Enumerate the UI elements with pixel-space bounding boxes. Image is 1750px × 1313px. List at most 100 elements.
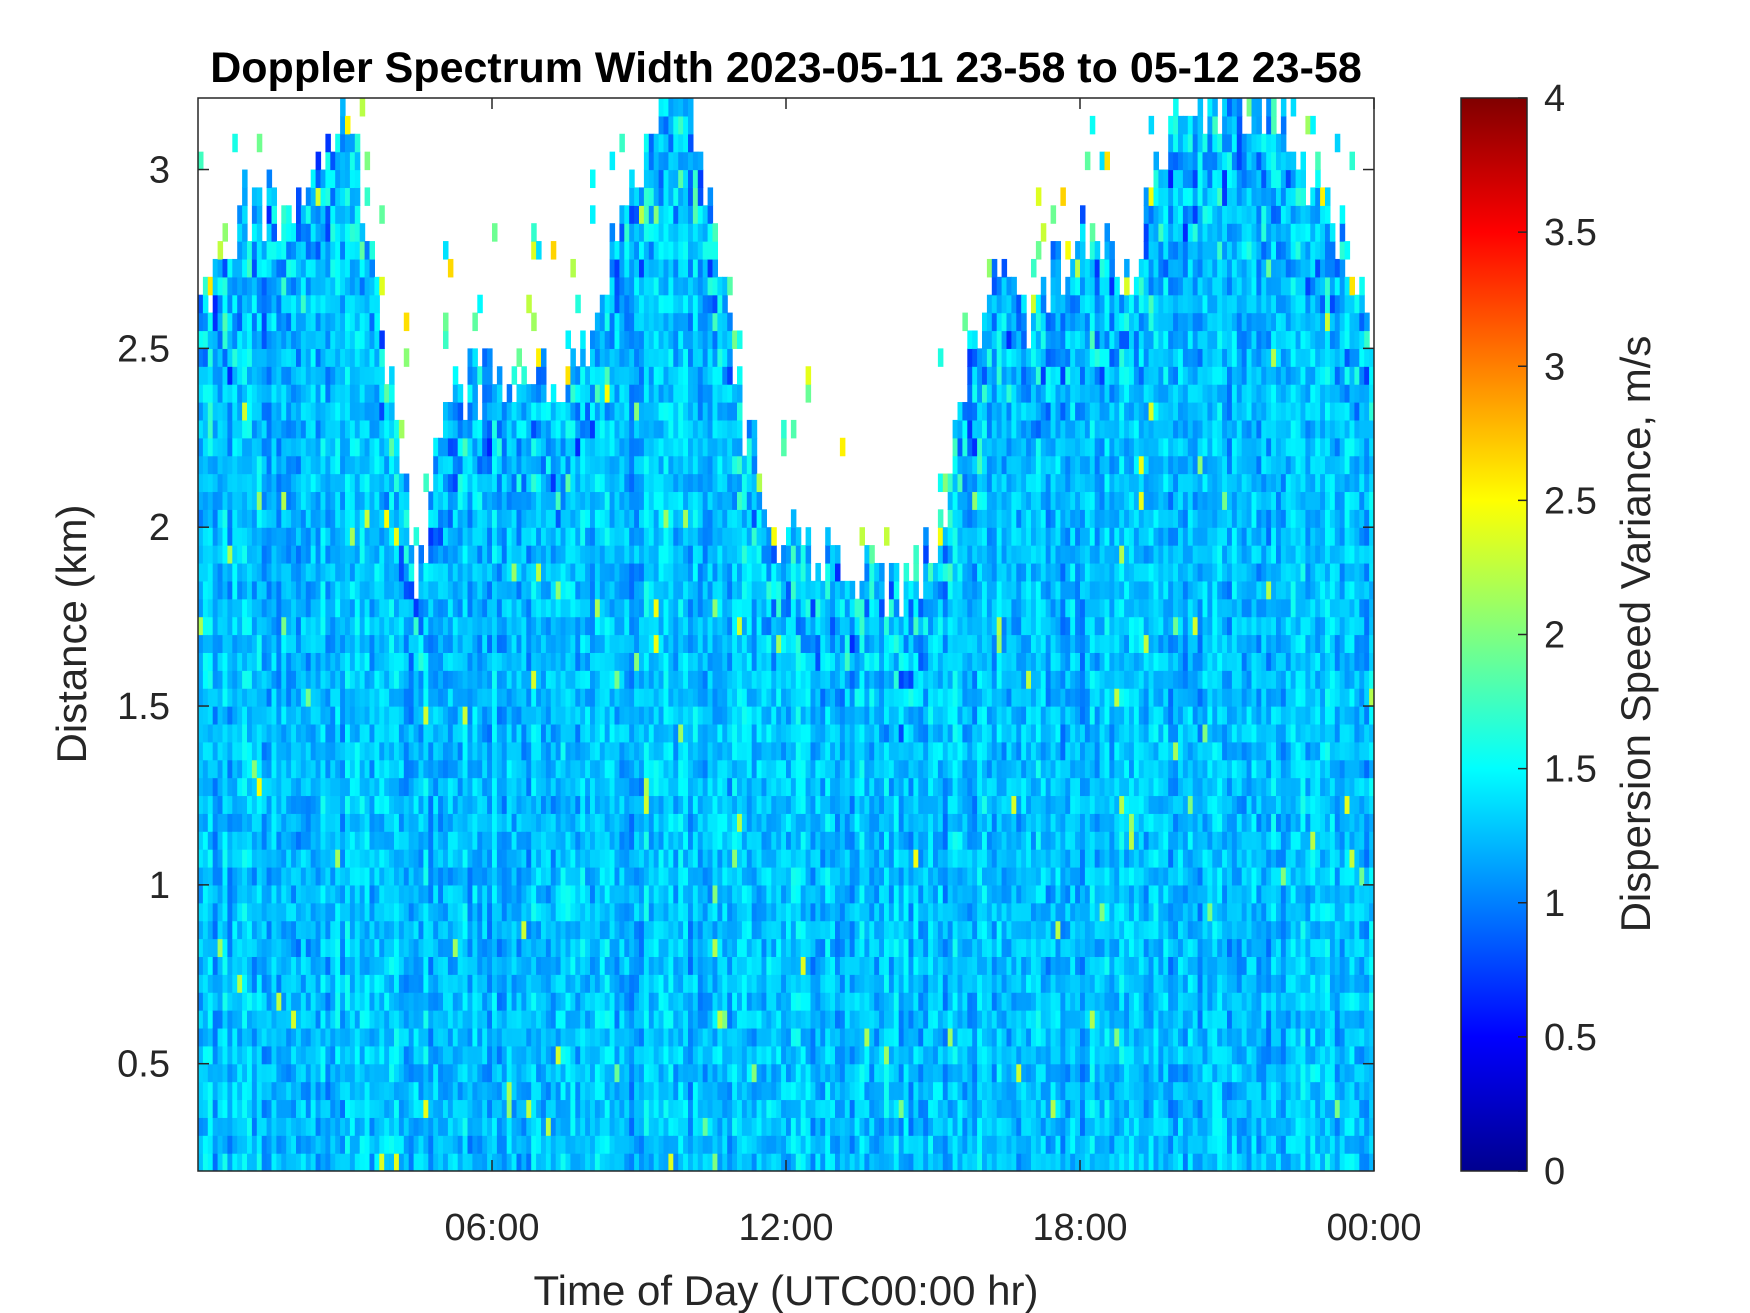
heatmap-cell: [413, 1135, 420, 1154]
heatmap-cell: [310, 706, 317, 725]
heatmap-cell: [242, 831, 248, 850]
heatmap-cell: [565, 491, 571, 510]
heatmap-cell: [438, 938, 444, 957]
heatmap-cell: [614, 312, 620, 332]
heatmap-cell: [423, 884, 429, 904]
heatmap-cell: [501, 419, 508, 439]
heatmap-cell: [511, 580, 518, 600]
heatmap-cell: [271, 187, 277, 206]
heatmap-cell: [364, 723, 371, 743]
heatmap-cell: [457, 849, 464, 868]
heatmap-cell: [501, 938, 508, 957]
heatmap-cell: [541, 366, 547, 385]
heatmap-cell: [354, 706, 361, 725]
heatmap-cell: [305, 348, 312, 367]
heatmap-cell: [286, 992, 292, 1011]
heatmap-cell: [359, 473, 366, 493]
heatmap-cell: [330, 920, 336, 940]
heatmap-cell: [217, 956, 224, 975]
heatmap-cell: [340, 956, 346, 975]
heatmap-cell: [384, 545, 390, 564]
heatmap-cell: [364, 634, 371, 653]
heatmap-cell: [296, 688, 302, 707]
heatmap-cell: [227, 562, 233, 582]
heatmap-cell: [261, 723, 268, 743]
heatmap-cell: [305, 455, 312, 475]
heatmap-cell: [575, 598, 581, 618]
heatmap-cell: [668, 884, 674, 904]
heatmap-cell: [423, 1081, 429, 1101]
heatmap-cell: [261, 366, 268, 385]
heatmap-cell: [354, 509, 361, 528]
heatmap-cell: [315, 795, 322, 814]
heatmap-cell: [310, 759, 317, 779]
heatmap-cell: [379, 1027, 385, 1047]
heatmap-cell: [472, 1045, 478, 1065]
heatmap-cell: [536, 938, 542, 957]
heatmap-cell: [496, 1081, 503, 1101]
heatmap-cell: [212, 884, 219, 904]
heatmap-cell: [580, 723, 586, 743]
heatmap-cell: [467, 831, 473, 850]
heatmap-cell: [398, 1081, 405, 1101]
heatmap-cell: [394, 974, 400, 993]
heatmap-cell: [398, 777, 405, 797]
heatmap-cell: [663, 187, 669, 206]
heatmap-cell: [310, 491, 317, 510]
heatmap-cell: [673, 1135, 679, 1154]
heatmap-cell: [492, 598, 498, 618]
heatmap-cell: [349, 956, 356, 975]
heatmap-cell: [340, 849, 346, 868]
heatmap-cell: [521, 1081, 527, 1101]
heatmap-cell: [202, 723, 209, 743]
heatmap-cell: [212, 276, 219, 296]
heatmap-cell: [663, 992, 669, 1011]
heatmap-cell: [359, 437, 366, 457]
heatmap-cell: [585, 491, 591, 510]
heatmap-cell: [639, 920, 645, 940]
heatmap-cell: [398, 795, 405, 814]
heatmap-cell: [604, 509, 611, 528]
heatmap-cell: [379, 366, 385, 385]
heatmap-cell: [683, 652, 689, 671]
heatmap-cell: [428, 1099, 434, 1118]
heatmap-cell: [296, 455, 302, 475]
heatmap-cell: [555, 777, 562, 797]
heatmap-cell: [643, 366, 650, 385]
heatmap-cell: [413, 866, 420, 886]
heatmap-cell: [580, 580, 586, 600]
heatmap-cell: [296, 1045, 302, 1065]
heatmap-cell: [335, 312, 341, 332]
heatmap-cell: [501, 706, 508, 725]
heatmap-cell: [398, 1153, 405, 1171]
heatmap-cell: [634, 545, 640, 564]
heatmap-cell: [349, 545, 356, 564]
heatmap-cell: [394, 741, 400, 761]
heatmap-cell: [506, 706, 513, 725]
heatmap-cell: [624, 580, 630, 600]
heatmap-cell: [330, 330, 336, 349]
heatmap-cell: [359, 1135, 366, 1154]
heatmap-cell: [555, 1045, 562, 1065]
heatmap-cell: [369, 616, 375, 636]
heatmap-cell: [462, 598, 469, 618]
heatmap-cell: [384, 974, 390, 993]
heatmap-cell: [492, 455, 498, 475]
heatmap-cell: [531, 723, 537, 743]
heatmap-cell: [467, 688, 473, 707]
heatmap-cell: [261, 956, 268, 975]
heatmap-cell: [335, 1081, 341, 1101]
heatmap-cell: [281, 884, 287, 904]
heatmap-cell: [433, 455, 439, 475]
heatmap-cell: [286, 831, 292, 850]
heatmap-cell: [354, 545, 361, 564]
heatmap-cell: [555, 992, 562, 1011]
heatmap-cell: [653, 1099, 660, 1118]
heatmap-cell: [202, 473, 209, 493]
heatmap-cell: [639, 706, 645, 725]
heatmap-cell: [443, 866, 449, 886]
heatmap-cell: [487, 384, 493, 403]
heatmap-cell: [511, 902, 518, 922]
heatmap-cell: [433, 1045, 439, 1065]
heatmap-cell: [678, 455, 684, 475]
